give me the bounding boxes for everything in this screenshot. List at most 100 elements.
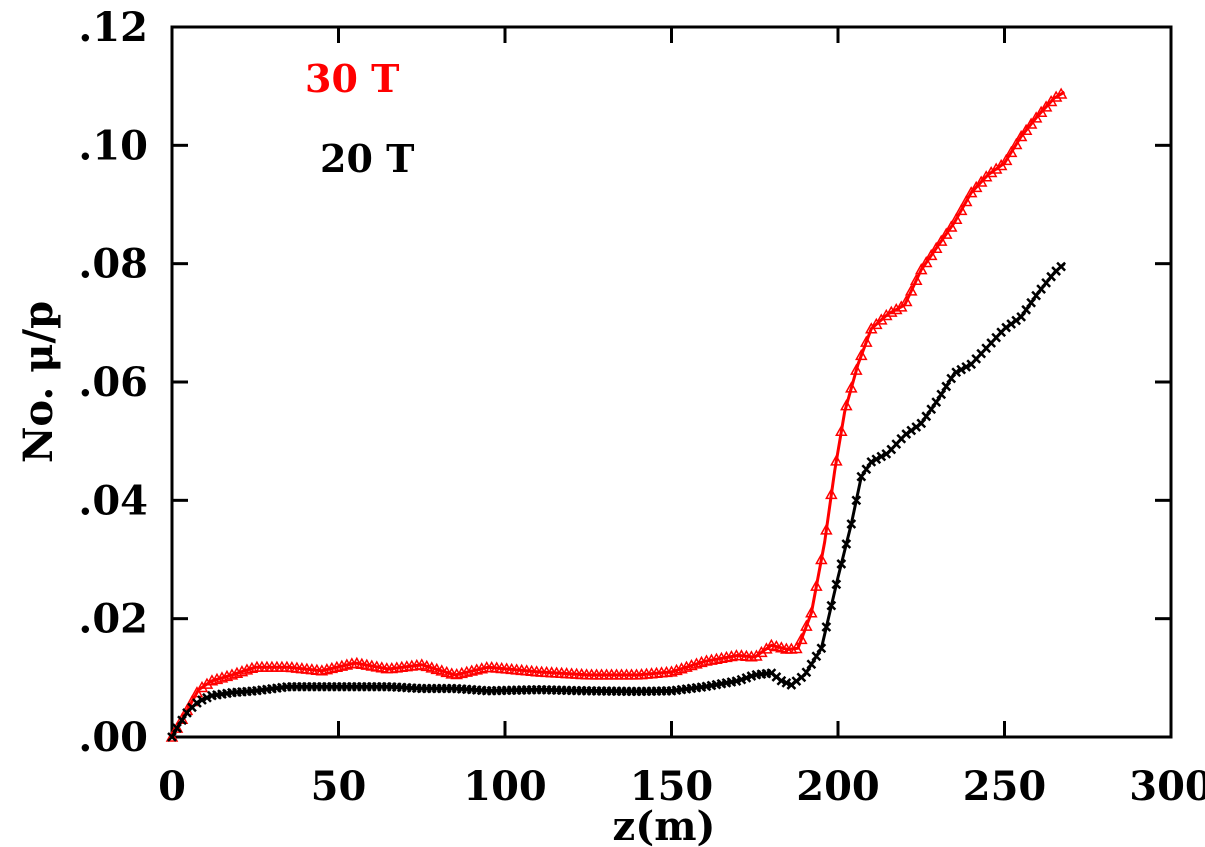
data-point-0-150: [914, 263, 928, 275]
axis-ticks: [170, 25, 1173, 739]
data-point-1-127: [801, 667, 812, 678]
data-point-0-153: [929, 241, 943, 254]
data-point-0-7: [200, 677, 214, 689]
data-point-0-172: [1024, 117, 1038, 129]
data-point-0-6: [195, 680, 209, 693]
x-tick-label-3: 150: [630, 763, 714, 810]
data-point-0-162: [974, 175, 988, 187]
data-point-0-156: [944, 220, 958, 232]
data-point-0-169: [1009, 137, 1023, 150]
data-point-0-133: [830, 454, 843, 466]
x-tick-label-0: 0: [158, 763, 186, 810]
data-point-0-146: [894, 300, 908, 312]
data-point-0-144: [885, 305, 898, 317]
data-point-1-154: [936, 389, 947, 400]
data-point-0-104: [685, 658, 698, 671]
data-point-0-13: [230, 666, 244, 678]
data-point-1-150: [916, 418, 927, 429]
data-point-1-142: [876, 451, 887, 462]
data-point-0-167: [999, 153, 1013, 166]
data-point-1-132: [826, 600, 837, 611]
series-group: [165, 87, 1068, 742]
data-point-0-14: [235, 665, 249, 677]
data-point-1-152: [926, 404, 937, 415]
y-tick-label-2: .04: [78, 477, 148, 524]
data-point-0-178: [1054, 87, 1068, 99]
data-point-0-1: [170, 721, 184, 733]
data-point-0-134: [835, 424, 848, 437]
data-point-0-119: [760, 642, 773, 654]
data-point-0-128: [805, 606, 818, 618]
data-point-0-170: [1014, 129, 1028, 142]
data-point-0-154: [934, 234, 948, 246]
series-0: [165, 87, 1068, 742]
x-tick-label-4: 200: [796, 763, 880, 810]
data-point-0-12: [225, 668, 239, 680]
data-point-0-157: [949, 212, 963, 225]
data-point-1-140: [866, 456, 877, 467]
data-point-0-102: [675, 662, 688, 674]
legend-label-20t: 20 T: [320, 136, 414, 181]
y-tick-label-6: .12: [78, 4, 148, 51]
series-1: [167, 261, 1066, 742]
data-point-1-128: [806, 659, 817, 670]
x-tick-label-5: 250: [963, 763, 1047, 810]
data-point-0-149: [909, 273, 923, 285]
data-point-1-151: [921, 411, 932, 422]
data-point-0-125: [790, 641, 803, 654]
data-point-0-105: [690, 657, 703, 669]
data-point-0-168: [1004, 145, 1018, 158]
data-point-1-129: [811, 651, 822, 662]
x-tick-label-6: 300: [1129, 763, 1205, 810]
data-point-0-165: [989, 162, 1003, 174]
data-point-0-143: [880, 308, 893, 321]
data-point-0-131: [820, 523, 833, 535]
data-point-0-171: [1019, 123, 1033, 135]
data-point-1-172: [1026, 297, 1037, 308]
x-tick-label-2: 100: [463, 763, 547, 810]
data-point-0-118: [755, 645, 768, 658]
data-point-1-141: [871, 454, 882, 465]
data-point-0-174: [1034, 105, 1048, 117]
data-point-1-135: [841, 539, 852, 549]
legend-label-30t: 30 T: [305, 56, 399, 101]
data-point-1-155: [941, 381, 952, 392]
data-point-1-7: [202, 692, 212, 703]
series-line-0: [170, 90, 1066, 738]
data-point-1-170: [1016, 312, 1027, 322]
data-point-0-152: [924, 248, 938, 261]
data-point-0-148: [904, 284, 918, 296]
x-tick-label-1: 50: [311, 763, 367, 810]
data-point-0-175: [1039, 100, 1053, 112]
data-point-0-145: [890, 302, 903, 315]
data-point-1-138: [856, 471, 867, 482]
data-point-0-137: [850, 363, 863, 375]
data-point-1-1: [172, 723, 182, 734]
data-point-0-127: [800, 619, 813, 631]
data-point-1-0: [167, 732, 177, 742]
y-tick-label-0: .00: [78, 714, 148, 761]
data-point-0-164: [984, 166, 998, 178]
data-point-0-136: [845, 381, 858, 393]
data-point-0-151: [919, 255, 933, 268]
data-point-1-153: [931, 397, 942, 408]
data-point-1-159: [961, 362, 972, 372]
data-point-1-134: [836, 559, 847, 569]
data-point-0-161: [969, 180, 983, 193]
y-axis-title: No. μ/p: [15, 301, 62, 463]
data-point-0-129: [810, 579, 823, 591]
data-point-1-2: [177, 715, 187, 726]
data-point-0-103: [680, 660, 693, 672]
data-point-0-130: [815, 552, 828, 565]
data-point-0-139: [860, 335, 873, 347]
data-point-0-177: [1049, 90, 1063, 102]
data-point-1-131: [821, 622, 832, 632]
data-point-1-158: [956, 364, 967, 375]
data-point-0-158: [954, 203, 968, 216]
data-point-0-132: [825, 487, 838, 500]
tick-labels: 0 50 100 150 200 250 300 .00 .02 .04 .06 .08 .10 .12: [78, 4, 1205, 810]
data-point-0-159: [959, 194, 973, 207]
data-point-0-126: [795, 632, 808, 645]
data-point-1-139: [861, 464, 872, 475]
